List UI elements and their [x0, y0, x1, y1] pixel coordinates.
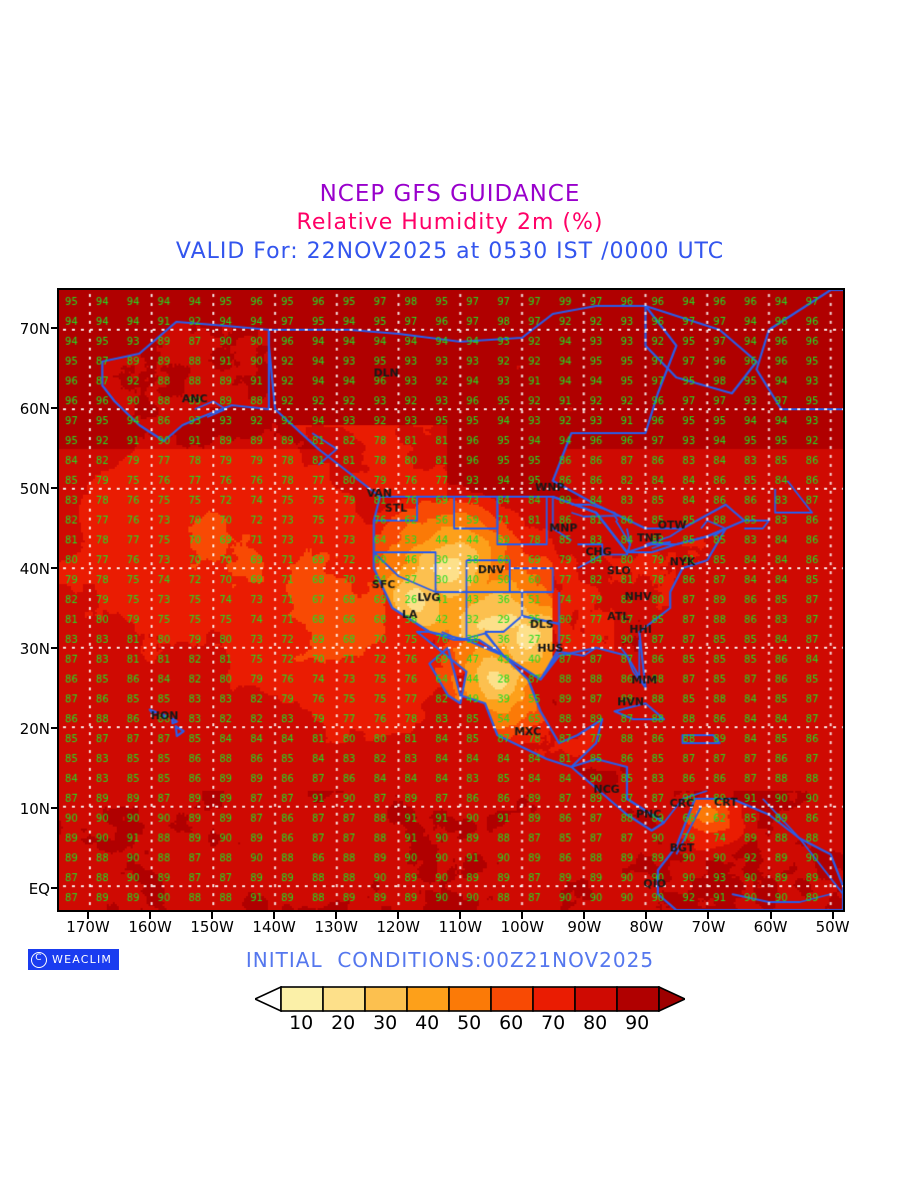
- y-axis-tick-label: EQ: [28, 880, 50, 898]
- x-axis-tick-label: 170W: [66, 918, 110, 936]
- x-axis-tick: [707, 912, 710, 919]
- x-axis-tick-label: 110W: [438, 918, 483, 936]
- x-axis-tick: [459, 912, 462, 919]
- x-axis-tick-label: 150W: [190, 918, 234, 936]
- y-axis-tick-label: 70N: [19, 320, 50, 338]
- chart-subtitle: Relative Humidity 2m (%): [296, 210, 604, 236]
- x-axis-tick: [335, 912, 338, 919]
- y-axis-tick-label: 10N: [19, 800, 50, 818]
- x-axis-tick-label: 80W: [629, 918, 664, 936]
- y-axis-tick-label: 40N: [19, 560, 50, 578]
- colorbar-tick-label: 80: [583, 1012, 608, 1034]
- x-axis-tick: [583, 912, 586, 919]
- x-axis-tick: [273, 912, 276, 919]
- x-axis-tick-label: 90W: [567, 918, 602, 936]
- y-axis-tick: [51, 727, 58, 729]
- x-axis-tick-label: 100W: [500, 918, 545, 936]
- x-axis-tick: [397, 912, 400, 919]
- y-axis-tick-label: 30N: [19, 640, 50, 658]
- relative-humidity-heatmap: [59, 290, 843, 910]
- colorbar-tick-label: 70: [541, 1012, 566, 1034]
- colorbar-swatches: [255, 986, 685, 1012]
- x-axis-tick: [87, 912, 90, 919]
- weaclim-logo[interactable]: C WEACLIM: [28, 949, 120, 970]
- map-plot-area[interactable]: [57, 288, 845, 912]
- colorbar-tick-label: 30: [373, 1012, 398, 1034]
- y-axis-tick-label: 60N: [19, 400, 50, 418]
- x-axis-tick-label: 70W: [691, 918, 726, 936]
- x-axis-tick-label: 60W: [753, 918, 788, 936]
- colorbar-tick-label: 50: [457, 1012, 482, 1034]
- x-axis-tick: [211, 912, 214, 919]
- page-title: NCEP GFS GUIDANCE: [319, 181, 581, 207]
- y-axis-tick: [51, 887, 58, 889]
- initial-conditions-label: INITIAL CONDITIONS:00Z21NOV2025: [245, 948, 655, 972]
- x-axis-tick: [149, 912, 152, 919]
- colorbar-tick-labels: 10 20 30 40 50 60 70 80 90: [255, 1012, 685, 1038]
- y-axis-tick-label: 20N: [19, 720, 50, 738]
- valid-time-label: VALID For: 22NOV2025 at 0530 IST /0000 U…: [175, 238, 725, 264]
- colorbar-tick-label: 10: [289, 1012, 314, 1034]
- x-axis-tick-label: 120W: [376, 918, 420, 936]
- y-axis-tick: [51, 327, 58, 329]
- y-axis-tick: [51, 407, 58, 409]
- weaclim-logo-label: WEACLIM: [52, 953, 113, 966]
- colorbar-tick-label: 60: [499, 1012, 524, 1034]
- colorbar-tick-label: 20: [331, 1012, 356, 1034]
- x-axis-tick-label: 50W: [815, 918, 850, 936]
- y-axis-tick: [51, 487, 58, 489]
- copyright-icon: C: [31, 951, 47, 968]
- x-axis-tick-label: 130W: [314, 918, 358, 936]
- x-axis-tick-label: 160W: [128, 918, 172, 936]
- y-axis-tick: [51, 567, 58, 569]
- y-axis-tick-label: 50N: [19, 480, 50, 498]
- y-axis-tick: [51, 647, 58, 649]
- colorbar[interactable]: 10 20 30 40 50 60 70 80 90: [255, 986, 685, 1042]
- x-axis-tick-label: 140W: [252, 918, 296, 936]
- x-axis-tick: [521, 912, 524, 919]
- colorbar-tick-label: 40: [415, 1012, 440, 1034]
- y-axis-tick: [51, 807, 58, 809]
- x-axis-tick: [645, 912, 648, 919]
- x-axis-tick: [831, 912, 834, 919]
- chart-title-block: NCEP GFS GUIDANCE Relative Humidity 2m (…: [0, 180, 900, 266]
- colorbar-tick-label: 90: [625, 1012, 650, 1034]
- x-axis-tick: [769, 912, 772, 919]
